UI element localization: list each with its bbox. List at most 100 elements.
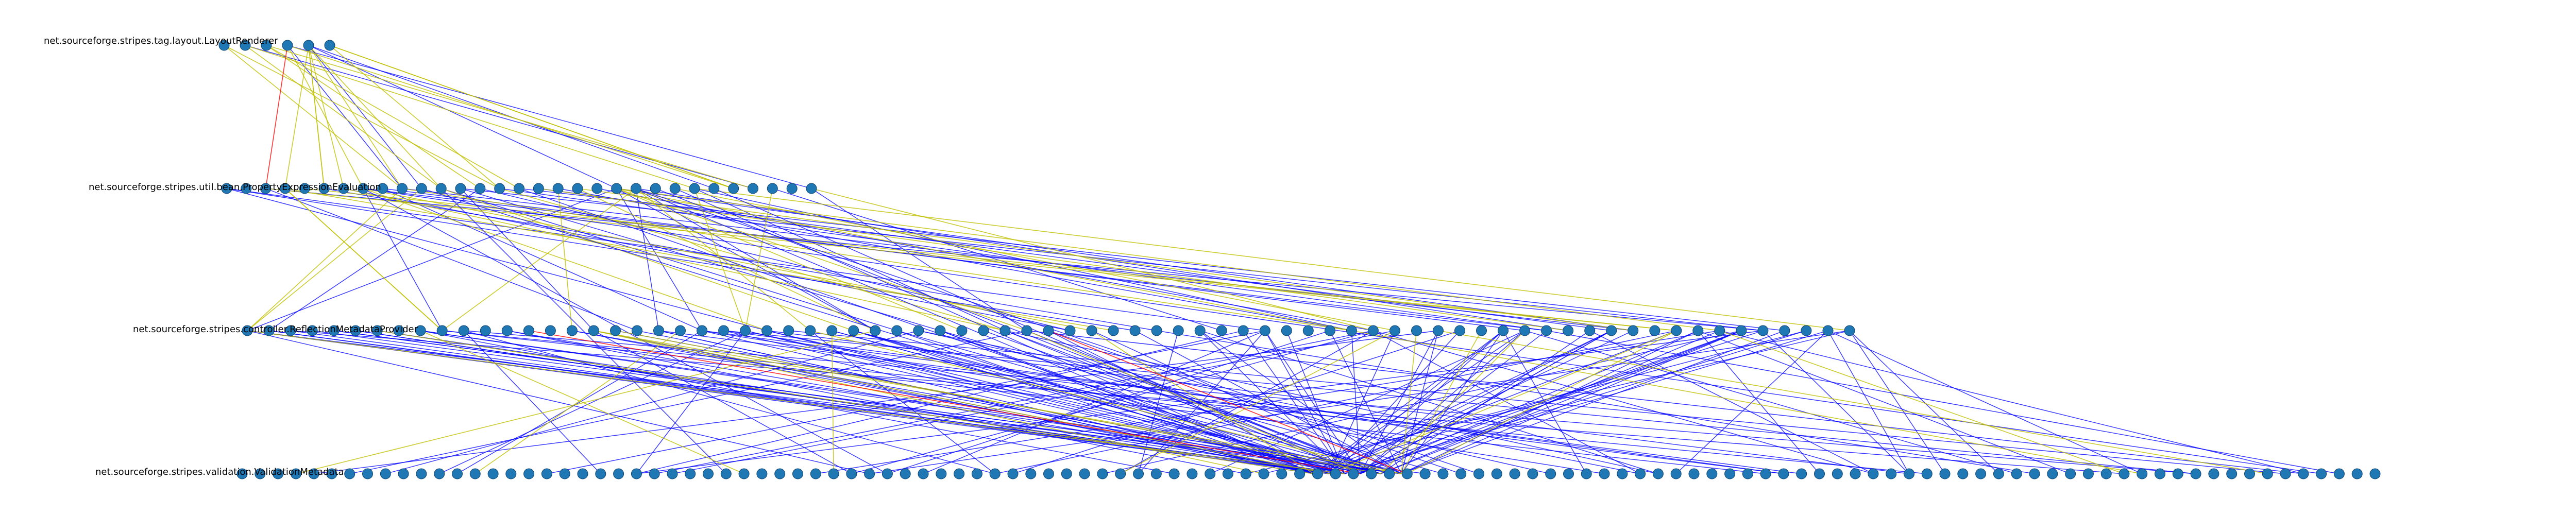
- class-node[interactable]: [936, 468, 947, 479]
- class-node[interactable]: [552, 183, 564, 194]
- class-node[interactable]: [434, 468, 445, 479]
- class-node[interactable]: [1312, 468, 1323, 479]
- class-node[interactable]: [1330, 468, 1341, 479]
- class-node[interactable]: [2155, 468, 2165, 479]
- class-node[interactable]: [240, 40, 251, 51]
- class-node[interactable]: [653, 325, 664, 336]
- class-node[interactable]: [1491, 468, 1502, 479]
- class-node[interactable]: [728, 183, 739, 194]
- class-node[interactable]: [362, 468, 373, 479]
- class-node[interactable]: [1366, 468, 1377, 479]
- class-node[interactable]: [436, 325, 448, 336]
- class-node[interactable]: [2119, 468, 2130, 479]
- class-node[interactable]: [1850, 468, 1861, 479]
- class-node[interactable]: [740, 325, 751, 336]
- class-node[interactable]: [1757, 325, 1769, 336]
- class-node[interactable]: [1294, 468, 1306, 479]
- class-node[interactable]: [611, 183, 622, 194]
- class-node[interactable]: [326, 468, 337, 479]
- class-node[interactable]: [1628, 325, 1639, 336]
- class-node[interactable]: [1222, 468, 1233, 479]
- class-node[interactable]: [1061, 468, 1072, 479]
- class-node[interactable]: [1216, 325, 1227, 336]
- class-node[interactable]: [1975, 468, 1987, 479]
- class-node[interactable]: [1476, 325, 1487, 336]
- class-node[interactable]: [514, 183, 524, 194]
- class-node[interactable]: [913, 325, 924, 336]
- class-node[interactable]: [577, 468, 588, 479]
- class-node[interactable]: [846, 468, 857, 479]
- class-node[interactable]: [1617, 468, 1628, 479]
- class-node[interactable]: [649, 468, 660, 479]
- class-node[interactable]: [1670, 468, 1682, 479]
- class-node[interactable]: [720, 468, 732, 479]
- class-node[interactable]: [935, 325, 946, 336]
- class-node[interactable]: [480, 325, 491, 336]
- class-node[interactable]: [1563, 468, 1574, 479]
- class-node[interactable]: [1692, 325, 1704, 336]
- class-node[interactable]: [882, 468, 893, 479]
- class-node[interactable]: [1194, 325, 1206, 336]
- class-node[interactable]: [1688, 468, 1700, 479]
- class-node[interactable]: [1108, 325, 1119, 336]
- class-node[interactable]: [1886, 468, 1897, 479]
- class-node[interactable]: [2047, 468, 2058, 479]
- class-node[interactable]: [328, 325, 340, 336]
- class-node[interactable]: [1079, 468, 1090, 479]
- class-node[interactable]: [826, 325, 838, 336]
- class-node[interactable]: [613, 468, 624, 479]
- class-node[interactable]: [2369, 468, 2381, 479]
- class-node[interactable]: [810, 468, 821, 479]
- class-node[interactable]: [1904, 468, 1914, 479]
- class-node[interactable]: [848, 325, 859, 336]
- class-node[interactable]: [280, 183, 291, 194]
- class-node[interactable]: [452, 468, 463, 479]
- class-node[interactable]: [1384, 468, 1395, 479]
- class-node[interactable]: [631, 183, 641, 194]
- class-node[interactable]: [1021, 325, 1032, 336]
- class-node[interactable]: [242, 325, 253, 336]
- class-node[interactable]: [1545, 468, 1556, 479]
- class-node[interactable]: [989, 468, 1001, 479]
- class-node[interactable]: [218, 40, 230, 51]
- class-node[interactable]: [1455, 468, 1467, 479]
- class-node[interactable]: [541, 468, 552, 479]
- class-node[interactable]: [282, 40, 293, 51]
- class-node[interactable]: [689, 183, 700, 194]
- class-node[interactable]: [308, 468, 319, 479]
- class-node[interactable]: [273, 468, 284, 479]
- class-node[interactable]: [1814, 468, 1825, 479]
- class-node[interactable]: [303, 40, 314, 51]
- class-node[interactable]: [783, 325, 794, 336]
- class-node[interactable]: [956, 325, 968, 336]
- class-node[interactable]: [588, 325, 599, 336]
- class-node[interactable]: [1401, 468, 1413, 479]
- class-node[interactable]: [1419, 468, 1431, 479]
- class-node[interactable]: [1742, 468, 1753, 479]
- class-node[interactable]: [397, 183, 408, 194]
- class-node[interactable]: [2298, 468, 2309, 479]
- class-node[interactable]: [260, 183, 272, 194]
- class-node[interactable]: [650, 183, 661, 194]
- class-node[interactable]: [1527, 468, 1538, 479]
- class-node[interactable]: [371, 325, 383, 336]
- class-node[interactable]: [632, 325, 642, 336]
- class-node[interactable]: [2029, 468, 2040, 479]
- class-node[interactable]: [307, 325, 318, 336]
- class-node[interactable]: [918, 468, 929, 479]
- class-node[interactable]: [1348, 468, 1359, 479]
- class-node[interactable]: [891, 325, 903, 336]
- class-node[interactable]: [469, 468, 481, 479]
- class-node[interactable]: [1258, 468, 1269, 479]
- class-node[interactable]: [377, 183, 388, 194]
- class-node[interactable]: [290, 468, 301, 479]
- class-node[interactable]: [971, 468, 982, 479]
- class-node[interactable]: [1433, 325, 1444, 336]
- class-node[interactable]: [505, 468, 517, 479]
- class-node[interactable]: [285, 325, 296, 336]
- class-node[interactable]: [1606, 325, 1617, 336]
- class-node[interactable]: [1238, 325, 1249, 336]
- class-node[interactable]: [1581, 468, 1592, 479]
- class-node[interactable]: [487, 468, 499, 479]
- class-node[interactable]: [2172, 468, 2183, 479]
